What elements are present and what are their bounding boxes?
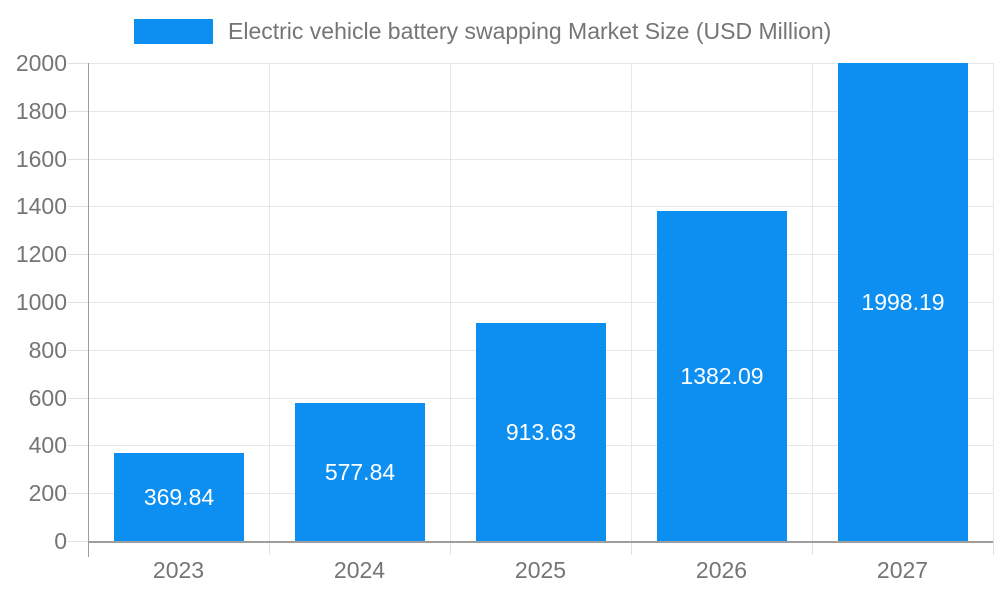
y-tick-mark <box>68 493 88 495</box>
x-axis-line <box>88 541 993 543</box>
y-axis-label: 400 <box>28 432 67 459</box>
x-tick-mark <box>631 541 632 555</box>
bar-value-label: 369.84 <box>143 483 215 510</box>
y-axis-label: 1800 <box>15 97 67 124</box>
y-tick-mark <box>68 541 88 542</box>
x-gridline <box>631 63 632 541</box>
y-axis-label: 800 <box>28 336 67 363</box>
y-gridline <box>88 206 993 208</box>
x-axis-label: 2025 <box>514 557 567 583</box>
bar-2026: 1382.09 <box>657 210 787 541</box>
y-gridline <box>88 63 993 64</box>
x-gridline <box>993 63 994 541</box>
x-tick-mark <box>812 541 813 555</box>
bar-value-label: 1382.09 <box>680 362 764 389</box>
x-axis-label: 2027 <box>876 557 929 583</box>
y-tick-mark <box>68 254 88 256</box>
y-tick-mark <box>68 206 88 208</box>
y-tick-mark <box>68 349 88 351</box>
y-tick-mark <box>68 445 88 447</box>
y-gridline <box>88 110 993 112</box>
y-axis-label: 1000 <box>15 289 67 315</box>
x-axis-label: 2023 <box>152 557 205 583</box>
x-tick-mark <box>993 541 994 555</box>
legend-label: Electric vehicle battery swapping Market… <box>228 18 832 44</box>
x-gridline <box>269 63 270 541</box>
y-axis-label: 1400 <box>15 193 67 220</box>
y-axis-label: 200 <box>28 480 67 507</box>
bar-value-label: 577.84 <box>324 458 396 485</box>
y-axis-label: 600 <box>28 384 67 411</box>
y-tick-mark <box>68 63 88 64</box>
x-tick-mark <box>450 541 451 555</box>
bar-2027: 1998.19 <box>838 63 968 541</box>
bar-2024: 577.84 <box>295 402 425 541</box>
y-gridline <box>88 302 993 303</box>
y-axis-label: 1200 <box>15 241 67 268</box>
y-axis-label: 2000 <box>15 50 67 76</box>
bar-2023: 369.84 <box>114 452 244 541</box>
x-gridline <box>812 63 813 541</box>
y-axis-label: 0 <box>54 528 67 554</box>
y-axis-line <box>88 63 89 557</box>
y-tick-mark <box>68 158 88 160</box>
y-gridline <box>88 158 993 160</box>
y-tick-mark <box>68 397 88 399</box>
bar-2025: 913.63 <box>476 322 606 541</box>
x-tick-mark <box>269 541 270 555</box>
legend-swatch <box>134 18 213 44</box>
legend[interactable]: Electric vehicle battery swapping Market… <box>134 16 831 46</box>
y-tick-mark <box>68 302 88 303</box>
y-gridline <box>88 254 993 256</box>
x-axis-label: 2026 <box>695 557 748 583</box>
bar-value-label: 913.63 <box>505 418 577 445</box>
y-axis-label: 1600 <box>15 145 67 172</box>
bar-value-label: 1998.19 <box>861 289 945 316</box>
x-gridline <box>450 63 451 541</box>
y-tick-mark <box>68 110 88 112</box>
x-axis-label: 2024 <box>333 557 386 583</box>
